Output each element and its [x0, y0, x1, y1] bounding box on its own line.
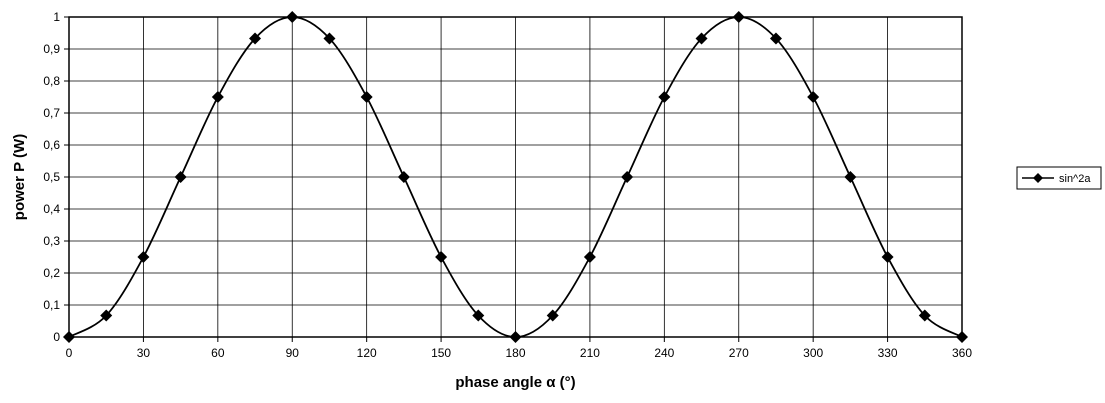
y-tick-label: 1 — [53, 10, 60, 24]
data-point-marker — [956, 331, 968, 343]
x-axis-title: phase angle α (°) — [455, 374, 575, 391]
y-tick-label: 0,8 — [43, 74, 60, 88]
data-point-marker — [769, 32, 782, 45]
y-tick-label: 0,7 — [43, 106, 60, 120]
x-tick-label: 60 — [211, 346, 225, 360]
data-point-marker — [249, 32, 262, 45]
grid-lines — [69, 17, 962, 337]
data-point-marker — [100, 309, 113, 322]
y-tick-label: 0,2 — [43, 266, 60, 280]
series-layer — [63, 11, 968, 343]
y-axis-ticks: 0 0,1 0,2 0,3 0,4 0,5 0,6 0,7 0,8 0,9 1 — [43, 10, 69, 344]
legend-diamond-marker — [1033, 173, 1043, 183]
legend: sin^2a — [1016, 166, 1102, 190]
x-tick-label: 300 — [803, 346, 823, 360]
x-tick-label: 360 — [952, 346, 972, 360]
data-point-marker — [509, 331, 522, 343]
data-point-marker — [360, 91, 373, 103]
x-tick-label: 30 — [137, 346, 151, 360]
data-point-marker — [621, 171, 634, 183]
y-tick-label: 0,1 — [43, 298, 60, 312]
y-tick-label: 0,3 — [43, 234, 60, 248]
legend-box — [1016, 166, 1102, 190]
x-tick-label: 90 — [286, 346, 300, 360]
y-tick-label: 0,9 — [43, 42, 60, 56]
data-point-marker — [881, 251, 894, 263]
data-point-marker — [732, 11, 745, 23]
data-point-marker — [583, 251, 596, 263]
y-tick-label: 0,4 — [43, 202, 60, 216]
y-tick-label: 0,5 — [43, 170, 60, 184]
x-tick-label: 120 — [357, 346, 377, 360]
data-point-marker — [63, 331, 75, 343]
data-point-marker — [918, 309, 931, 322]
x-axis-ticks: 0 30 60 90 120 150 180 210 240 270 300 330 360 — [66, 337, 972, 360]
y-tick-label: 0 — [53, 330, 60, 344]
x-tick-label: 270 — [729, 346, 749, 360]
data-point-marker — [472, 309, 485, 322]
y-axis-title: power P (W) — [11, 134, 28, 220]
data-point-marker — [546, 309, 559, 322]
data-point-marker — [323, 32, 336, 45]
data-point-marker — [174, 171, 187, 183]
data-point-marker — [435, 251, 448, 263]
x-tick-label: 180 — [505, 346, 525, 360]
data-point-marker — [695, 32, 708, 45]
x-tick-label: 0 — [66, 346, 73, 360]
legend-label: sin^2a — [1059, 173, 1091, 185]
x-tick-label: 240 — [654, 346, 674, 360]
data-point-marker — [286, 11, 299, 23]
data-point-marker — [844, 171, 857, 183]
x-tick-label: 210 — [580, 346, 600, 360]
data-point-marker — [397, 171, 410, 183]
y-tick-label: 0,6 — [43, 138, 60, 152]
data-point-marker — [137, 251, 150, 263]
data-point-marker — [211, 91, 224, 103]
x-tick-label: 150 — [431, 346, 451, 360]
data-point-marker — [658, 91, 671, 103]
data-point-marker — [807, 91, 820, 103]
x-tick-label: 330 — [878, 346, 898, 360]
